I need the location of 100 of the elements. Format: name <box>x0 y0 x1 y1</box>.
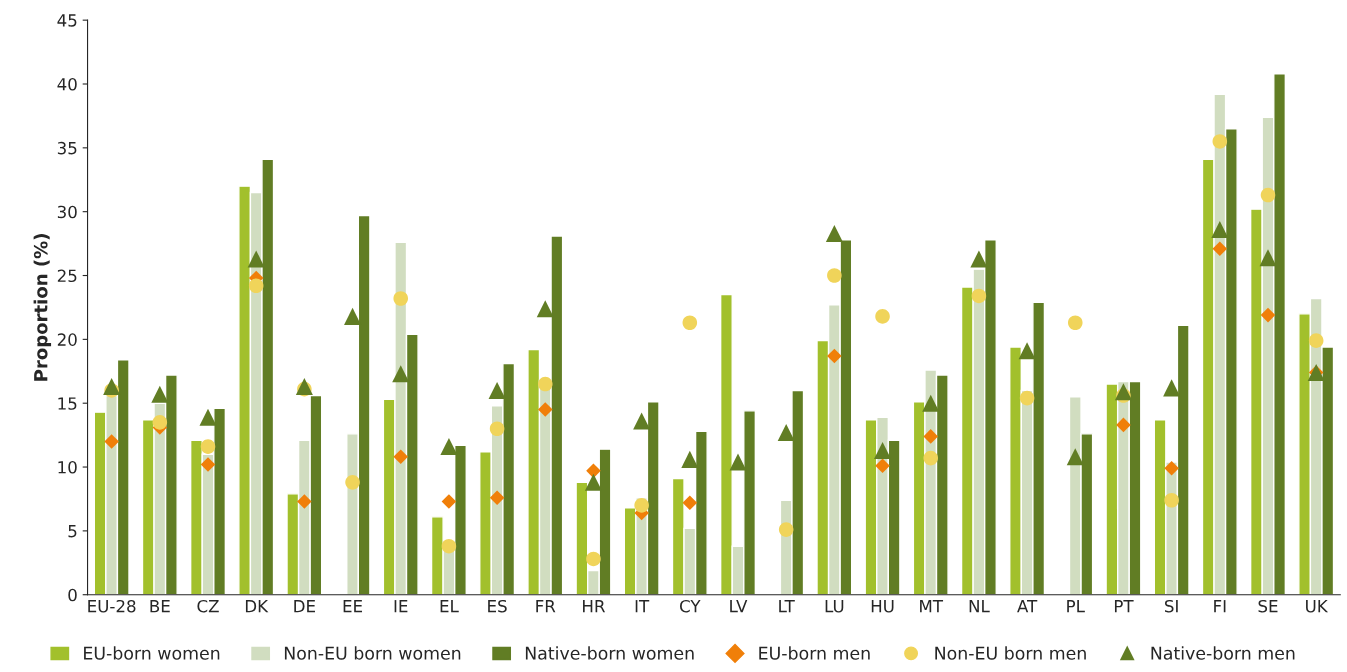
point <box>875 309 890 324</box>
point <box>1308 333 1324 348</box>
x-tick-label: CZ <box>197 599 219 613</box>
legend-label: EU-born women <box>84 646 220 660</box>
point <box>1019 390 1035 406</box>
x-tick-label: FR <box>536 600 556 613</box>
x-tick-label: LT <box>779 600 795 613</box>
x-tick-label: PL <box>1067 600 1085 613</box>
point <box>827 268 842 283</box>
point <box>1211 221 1229 239</box>
point <box>1164 492 1179 508</box>
point <box>825 224 843 242</box>
y-tick-label: 25 <box>57 269 77 283</box>
y-tick-label: 0 <box>68 588 77 602</box>
point <box>1212 134 1228 149</box>
x-tick-label: CY <box>679 599 701 613</box>
point <box>1067 315 1083 331</box>
point <box>729 453 747 471</box>
point <box>247 250 265 268</box>
point <box>489 490 505 505</box>
x-tick-label: UK <box>1306 600 1329 613</box>
point <box>633 412 651 430</box>
x-tick-label: HR <box>583 600 606 613</box>
legend-label: EU-born men <box>759 646 870 660</box>
x-tick-label: LV <box>730 600 748 613</box>
x-tick-label: IE <box>394 600 408 613</box>
point <box>344 307 362 325</box>
point <box>1164 461 1179 476</box>
point <box>1260 187 1276 203</box>
point <box>971 288 987 304</box>
legend-label: Native-born women <box>525 646 694 660</box>
point <box>200 457 216 472</box>
y-axis-title: Proportion (%) <box>33 234 52 381</box>
point <box>875 458 890 474</box>
point <box>104 434 119 449</box>
point <box>489 421 505 437</box>
point <box>634 498 649 513</box>
point <box>1259 249 1277 267</box>
legend-label: Non-EU born men <box>935 646 1086 660</box>
legend-label: Native-born men <box>1151 646 1295 660</box>
point <box>488 381 506 399</box>
x-tick-label: MT <box>920 600 944 613</box>
y-tick-label: 40 <box>57 77 77 91</box>
x-tick-label: DE <box>294 600 315 613</box>
point <box>440 438 458 456</box>
point <box>441 538 457 554</box>
point <box>682 495 698 511</box>
x-tick-label: SE <box>1258 599 1278 613</box>
legend-label: Non-EU born women <box>284 646 461 660</box>
x-tick-label: IT <box>635 600 650 613</box>
x-tick-label: DK <box>245 600 269 613</box>
point <box>297 494 312 509</box>
x-tick-label: AT <box>1017 600 1038 613</box>
point <box>1212 241 1228 256</box>
point <box>1114 383 1132 401</box>
point <box>1066 448 1084 466</box>
point <box>536 300 554 318</box>
x-tick-label: SI <box>1164 599 1178 613</box>
y-tick-label: 35 <box>57 141 77 155</box>
y-tick-label: 5 <box>68 525 77 538</box>
x-tick-label: FI <box>1214 600 1226 613</box>
x-tick-label: EE <box>343 600 363 613</box>
point <box>681 450 699 468</box>
point <box>1260 307 1276 323</box>
point <box>537 376 553 392</box>
point <box>923 429 939 444</box>
x-tick-label: HU <box>871 600 894 613</box>
y-tick-label: 20 <box>57 333 77 346</box>
point <box>152 415 168 430</box>
x-tick-label: PT <box>1114 600 1134 613</box>
point <box>922 394 940 412</box>
point <box>345 475 360 490</box>
y-tick-label: 15 <box>58 397 77 410</box>
point <box>923 450 939 466</box>
point <box>103 378 121 396</box>
point <box>248 278 264 294</box>
y-tick-label: 45 <box>57 14 77 27</box>
point <box>584 473 602 491</box>
point <box>1116 417 1131 433</box>
point <box>970 250 988 268</box>
y-tick-label: 10 <box>58 461 77 474</box>
x-tick-label: EU-28 <box>88 599 136 613</box>
point <box>586 551 601 567</box>
point <box>199 408 217 426</box>
x-tick-label: ES <box>488 599 507 613</box>
point <box>151 385 169 403</box>
point <box>777 424 795 442</box>
point <box>1163 379 1181 397</box>
point <box>393 291 409 306</box>
point <box>827 348 842 364</box>
x-tick-label: EL <box>440 600 459 613</box>
point <box>393 449 409 465</box>
point <box>537 402 553 417</box>
y-tick-label: 30 <box>57 205 77 219</box>
x-tick-label: BE <box>150 600 170 613</box>
point <box>682 315 698 331</box>
point <box>778 522 794 537</box>
point <box>392 365 410 383</box>
point <box>200 439 216 454</box>
point <box>1018 342 1036 360</box>
